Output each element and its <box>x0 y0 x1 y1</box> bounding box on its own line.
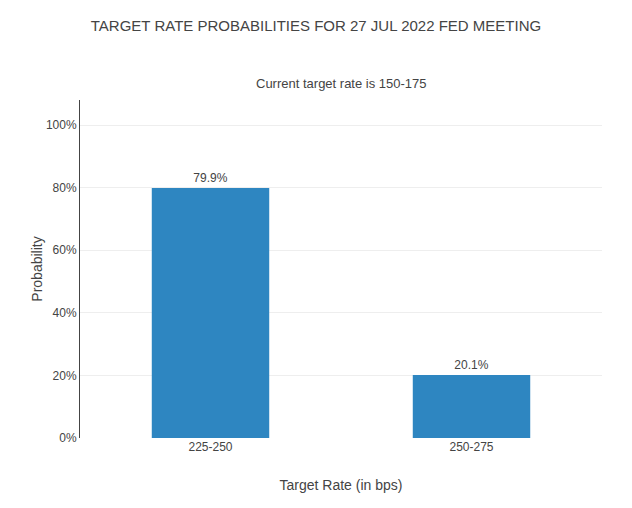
svg-text:60%: 60% <box>53 243 77 257</box>
svg-text:80%: 80% <box>53 181 77 195</box>
svg-text:20.1%: 20.1% <box>454 358 488 372</box>
svg-text:Current target rate is 150-175: Current target rate is 150-175 <box>256 76 427 91</box>
svg-text:Target Rate (in bps): Target Rate (in bps) <box>280 477 403 493</box>
svg-text:Probability: Probability <box>29 236 45 301</box>
svg-text:20%: 20% <box>53 369 77 383</box>
svg-text:TARGET RATE PROBABILITIES FOR: TARGET RATE PROBABILITIES FOR 27 JUL 202… <box>91 17 541 34</box>
svg-text:250-275: 250-275 <box>449 440 493 454</box>
svg-text:225-250: 225-250 <box>188 440 232 454</box>
svg-text:79.9%: 79.9% <box>193 171 227 185</box>
svg-text:40%: 40% <box>53 306 77 320</box>
svg-text:100%: 100% <box>46 118 77 132</box>
svg-text:0%: 0% <box>59 431 77 445</box>
